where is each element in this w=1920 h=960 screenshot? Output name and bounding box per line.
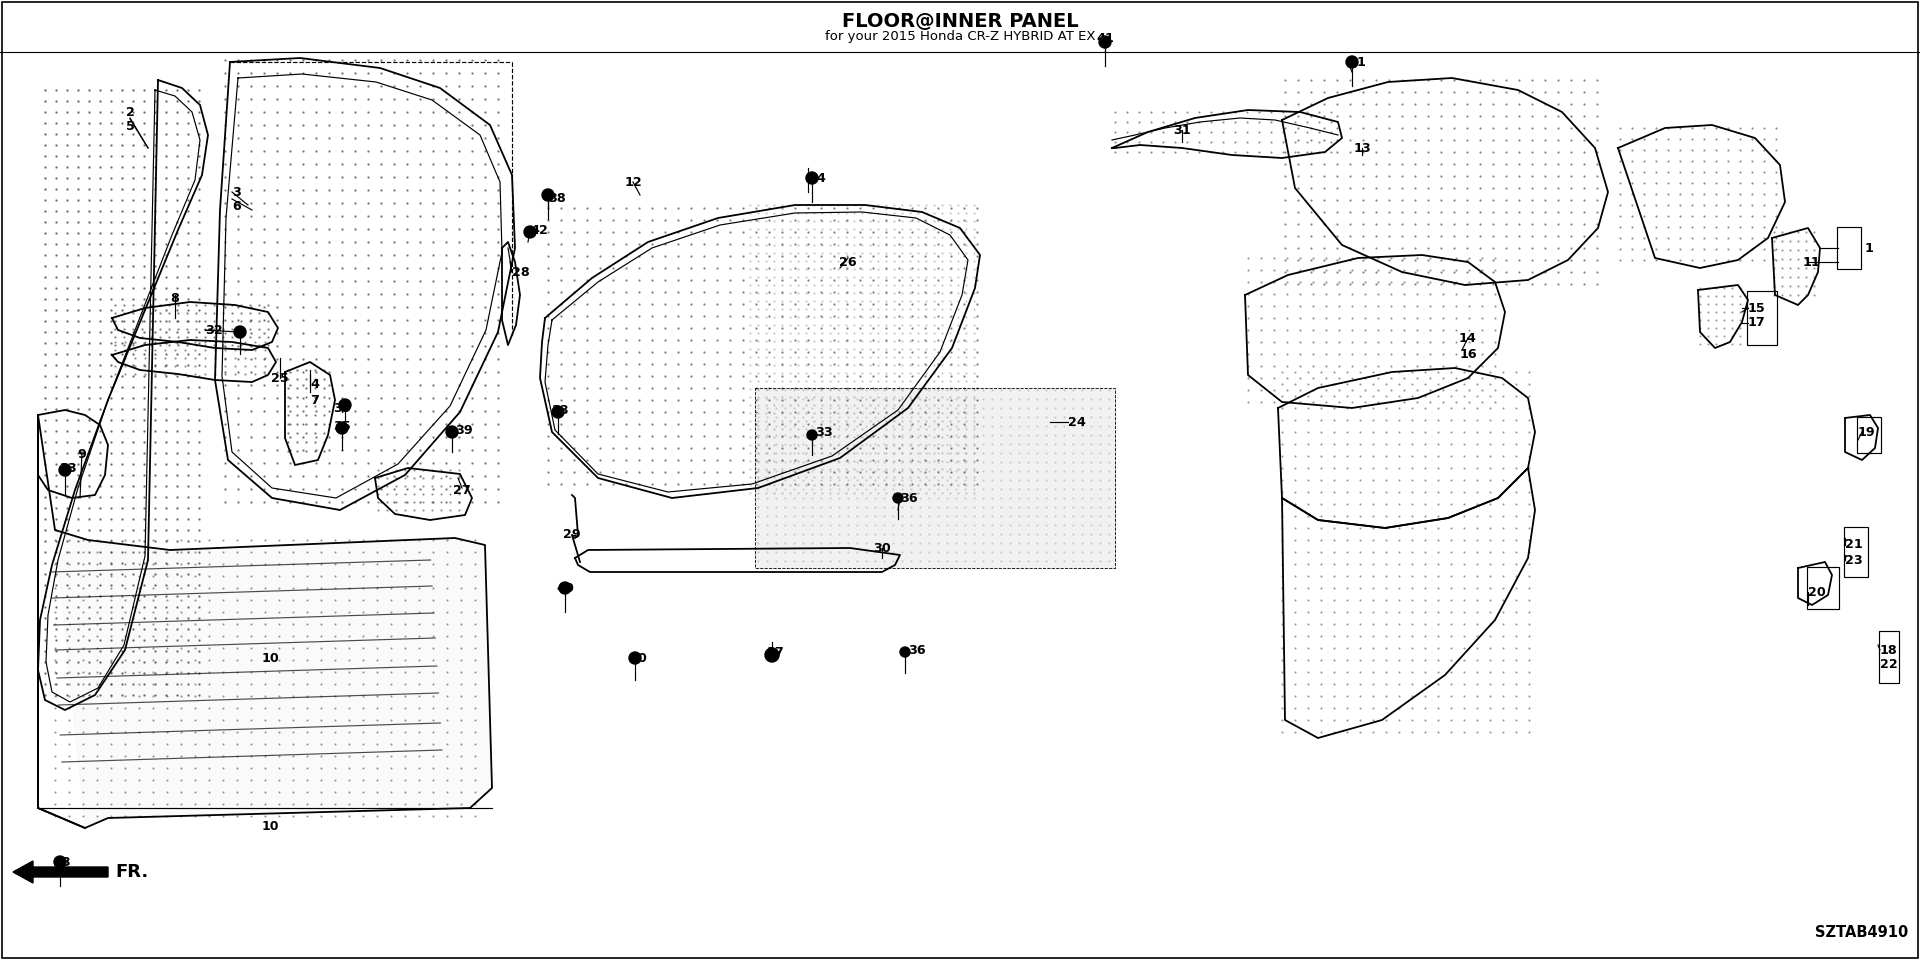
Text: 18: 18 bbox=[1880, 643, 1897, 657]
Circle shape bbox=[1098, 36, 1112, 48]
Circle shape bbox=[900, 647, 910, 657]
Text: 9: 9 bbox=[77, 448, 86, 462]
Circle shape bbox=[234, 326, 246, 338]
Text: 36: 36 bbox=[908, 643, 925, 657]
Polygon shape bbox=[755, 388, 1116, 568]
Text: 13: 13 bbox=[1354, 141, 1371, 155]
Circle shape bbox=[764, 648, 780, 662]
Text: SZTAB4910: SZTAB4910 bbox=[1814, 925, 1908, 940]
Text: 2: 2 bbox=[125, 106, 134, 118]
Text: 14: 14 bbox=[1459, 331, 1476, 345]
Circle shape bbox=[630, 652, 641, 664]
Circle shape bbox=[445, 426, 459, 438]
Circle shape bbox=[541, 189, 555, 201]
Polygon shape bbox=[56, 530, 492, 828]
Text: 10: 10 bbox=[261, 652, 278, 664]
Text: 21: 21 bbox=[1845, 539, 1862, 551]
Text: 8: 8 bbox=[171, 292, 179, 304]
Text: FR.: FR. bbox=[115, 863, 148, 881]
Text: 4: 4 bbox=[309, 378, 319, 392]
Text: 1: 1 bbox=[1864, 242, 1874, 254]
Text: 10: 10 bbox=[261, 820, 278, 833]
Text: 35: 35 bbox=[334, 401, 351, 415]
Text: 27: 27 bbox=[453, 484, 470, 496]
Circle shape bbox=[559, 582, 570, 594]
Text: 31: 31 bbox=[1173, 124, 1190, 136]
Circle shape bbox=[60, 464, 71, 476]
Text: 41: 41 bbox=[1348, 56, 1365, 68]
Text: 37: 37 bbox=[766, 645, 783, 659]
Text: 30: 30 bbox=[874, 541, 891, 555]
Text: 40: 40 bbox=[557, 582, 574, 594]
Text: 15: 15 bbox=[1747, 301, 1766, 315]
Text: 19: 19 bbox=[1859, 425, 1876, 439]
Text: 6: 6 bbox=[232, 201, 240, 213]
Text: 25: 25 bbox=[271, 372, 288, 385]
Text: 7: 7 bbox=[309, 394, 319, 406]
Text: 26: 26 bbox=[839, 255, 856, 269]
Text: 22: 22 bbox=[1880, 659, 1897, 671]
Text: 20: 20 bbox=[1809, 586, 1826, 598]
Text: 34: 34 bbox=[808, 172, 826, 184]
Circle shape bbox=[806, 172, 818, 184]
Text: 29: 29 bbox=[563, 529, 582, 541]
Circle shape bbox=[553, 406, 564, 418]
Text: 33: 33 bbox=[60, 462, 77, 474]
Text: FLOOR@INNER PANEL: FLOOR@INNER PANEL bbox=[841, 12, 1079, 31]
Text: for your 2015 Honda CR-Z HYBRID AT EX: for your 2015 Honda CR-Z HYBRID AT EX bbox=[826, 30, 1094, 43]
Text: 33: 33 bbox=[551, 403, 568, 417]
Text: 28: 28 bbox=[513, 266, 530, 278]
Circle shape bbox=[806, 430, 818, 440]
Text: 32: 32 bbox=[205, 324, 223, 337]
Text: 23: 23 bbox=[1845, 554, 1862, 566]
Text: 36: 36 bbox=[900, 492, 918, 505]
Text: 3: 3 bbox=[232, 185, 240, 199]
Circle shape bbox=[1346, 56, 1357, 68]
Text: 35: 35 bbox=[334, 420, 351, 433]
Text: 41: 41 bbox=[1096, 32, 1114, 44]
Text: 11: 11 bbox=[1803, 255, 1820, 269]
Text: 17: 17 bbox=[1747, 317, 1766, 329]
Text: 5: 5 bbox=[125, 119, 134, 132]
Text: 16: 16 bbox=[1459, 348, 1476, 361]
Text: 38: 38 bbox=[547, 191, 566, 204]
Text: 39: 39 bbox=[455, 423, 472, 437]
Circle shape bbox=[893, 493, 902, 503]
FancyArrow shape bbox=[13, 861, 108, 883]
Text: 33: 33 bbox=[54, 855, 71, 869]
Circle shape bbox=[524, 226, 536, 238]
Circle shape bbox=[336, 422, 348, 434]
Text: 24: 24 bbox=[1068, 416, 1087, 428]
Text: 40: 40 bbox=[630, 652, 647, 664]
Text: 42: 42 bbox=[530, 224, 547, 236]
Text: 12: 12 bbox=[624, 176, 641, 188]
Circle shape bbox=[340, 399, 351, 411]
Text: 33: 33 bbox=[814, 425, 833, 439]
Circle shape bbox=[54, 856, 65, 868]
